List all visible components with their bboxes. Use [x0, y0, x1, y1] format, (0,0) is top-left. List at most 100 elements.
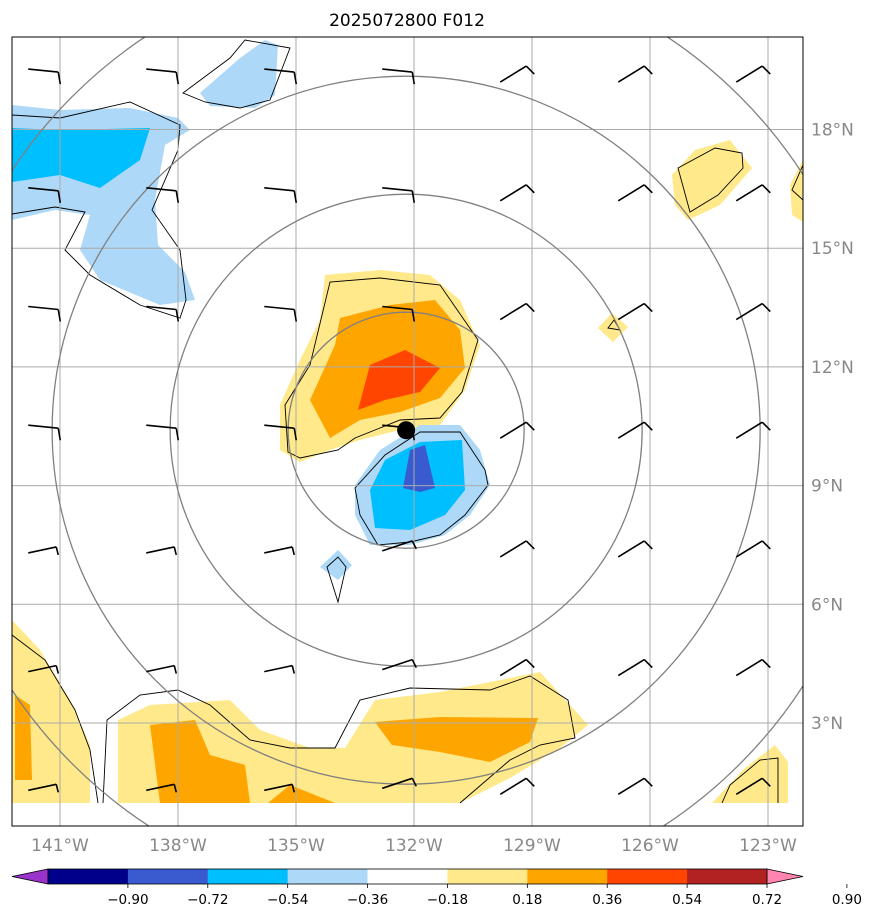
wind-barb	[28, 664, 60, 674]
wind-barb	[499, 540, 535, 558]
contour-e	[791, 164, 803, 201]
colorbar-segment	[607, 869, 688, 884]
wind-barb	[382, 187, 416, 203]
positive-area-e	[790, 160, 803, 222]
wind-barb	[264, 68, 298, 85]
colorbar-tick-label: −0.90	[107, 892, 148, 908]
lat-tick-label: 18°N	[811, 121, 854, 141]
wind-barb	[382, 68, 416, 85]
wind-barb	[264, 424, 298, 441]
wind-barb	[28, 187, 62, 203]
colorbar-extend-high	[766, 868, 804, 885]
lon-tick-label: 141°W	[31, 836, 89, 856]
positive-area-s-core	[150, 720, 250, 803]
contour-center-pos	[284, 277, 479, 459]
lon-tick-label: 135°W	[267, 836, 325, 856]
lon-tick-label: 132°W	[385, 836, 443, 856]
colorbar-segment	[447, 869, 528, 884]
lat-tick-label: 15°N	[811, 239, 854, 259]
longitude-labels: 141°W 138°W 135°W 132°W 129°W 126°W 123°W	[31, 836, 797, 856]
wind-barb	[499, 65, 535, 83]
negative-area-nw-core	[12, 128, 150, 188]
positive-area-s-core3	[268, 785, 335, 803]
range-ring	[51, 75, 761, 785]
wind-barb	[264, 783, 296, 793]
lat-tick-label: 3°N	[811, 714, 843, 734]
lat-tick-label: 9°N	[811, 477, 843, 497]
positive-area-se	[712, 745, 788, 803]
wind-barb	[735, 65, 771, 83]
wind-barb	[146, 546, 178, 556]
colorbar-outline	[47, 868, 768, 885]
lon-tick-label: 126°W	[621, 836, 679, 856]
wind-barb	[264, 187, 298, 203]
wind-barb	[617, 421, 653, 439]
wind-barb	[735, 658, 771, 677]
map-frame	[11, 36, 804, 827]
colorbar-segment	[207, 869, 289, 884]
negative-area-small	[320, 550, 352, 580]
wind-barb	[617, 65, 653, 83]
wind-barb	[146, 187, 180, 203]
wind-barb	[499, 184, 535, 202]
contour-n	[182, 39, 291, 109]
wind-barb	[382, 305, 416, 322]
wind-barb	[264, 664, 296, 674]
wind-barb	[499, 658, 535, 677]
contour-sw	[12, 634, 99, 804]
wind-barb	[382, 777, 417, 790]
colorbar-segment	[127, 869, 209, 884]
wind-barb	[617, 302, 653, 321]
colorbar-tick-label: 0.18	[512, 892, 542, 908]
storm-center-marker	[397, 421, 416, 440]
wind-barb	[617, 777, 653, 795]
colorbar-segment	[287, 869, 369, 884]
wind-barb	[735, 777, 771, 795]
colorbar-segment	[48, 869, 129, 884]
contour-sw2	[102, 675, 576, 804]
colorbar-tick-label: −0.36	[347, 892, 388, 908]
wind-barbs	[28, 65, 771, 795]
colorbar: −0.90 −0.72 −0.54 −0.36 −0.18 0.18 0.36 0.54 0.7…	[11, 868, 862, 908]
wind-barb	[735, 184, 771, 202]
lon-tick-label: 138°W	[149, 836, 207, 856]
wind-barb	[146, 664, 178, 674]
range-ring	[169, 193, 643, 667]
contour-ne	[677, 147, 744, 213]
contour-nw	[12, 101, 187, 319]
wind-barb	[28, 546, 60, 556]
lon-tick-label: 123°W	[739, 836, 797, 856]
wind-barb	[28, 424, 62, 441]
wind-barb	[28, 783, 60, 793]
wind-barb	[382, 540, 417, 552]
wind-barb	[146, 424, 180, 441]
wind-barb	[146, 305, 180, 322]
wind-barb	[735, 540, 771, 558]
colorbar-tick-label: −0.18	[427, 892, 468, 908]
range-rings	[12, 37, 803, 826]
wind-barb	[617, 658, 653, 677]
wind-barb	[264, 546, 296, 556]
latitude-labels: 3°N 6°N 9°N 12°N 15°N 18°N	[811, 121, 854, 735]
wind-barb	[735, 421, 771, 439]
wind-barb	[382, 658, 417, 671]
colorbar-extend-low	[11, 868, 49, 885]
colorbar-tick-label: 0.90	[832, 892, 862, 908]
positive-area-sw-core	[15, 695, 32, 780]
colorbar-segment	[527, 869, 608, 884]
wind-barb	[499, 302, 535, 321]
chart-title: 2025072800 F012	[329, 11, 485, 31]
lat-tick-label: 6°N	[811, 595, 843, 615]
lon-tick-label: 129°W	[503, 836, 561, 856]
colorbar-tick-label: −0.54	[267, 892, 308, 908]
wind-barb	[499, 777, 535, 795]
positive-area-s-core2	[375, 717, 538, 762]
wind-barb	[617, 540, 653, 558]
wind-barb	[146, 783, 178, 793]
colorbar-tick-label: 0.54	[672, 892, 702, 908]
contour-lines	[12, 39, 803, 804]
wind-barb	[264, 305, 298, 322]
lat-tick-label: 12°N	[811, 358, 854, 378]
wind-barb	[735, 302, 771, 321]
colorbar-tick-label: 0.36	[592, 892, 622, 908]
